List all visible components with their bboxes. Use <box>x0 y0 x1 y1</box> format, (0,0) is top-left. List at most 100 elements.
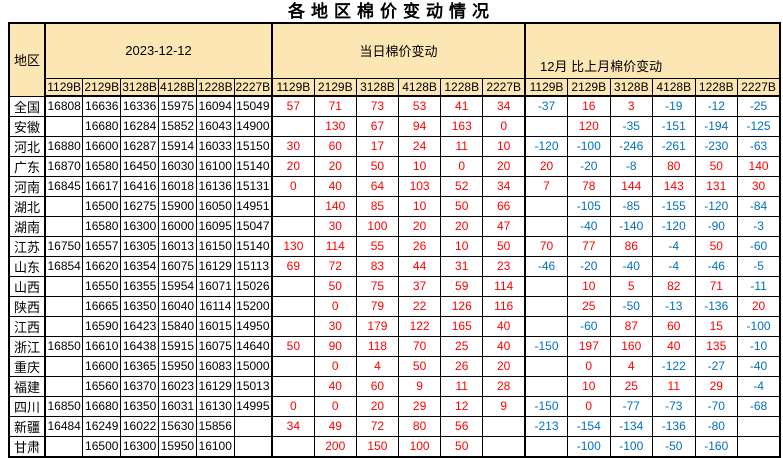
price-cell <box>44 115 84 137</box>
price-cell: 15131 <box>233 175 274 197</box>
price-cell: 15975 <box>157 95 197 117</box>
price-cell: 16350 <box>120 395 159 417</box>
price-cell <box>233 415 274 437</box>
price-cell: 16150 <box>195 235 235 257</box>
monthly-change-cell: 71 <box>694 275 739 297</box>
monthly-change-cell <box>524 115 569 137</box>
monthly-change-cell: 50 <box>694 155 739 177</box>
monthly-change-cell: 78 <box>567 175 611 197</box>
daily-change-cell: 10 <box>482 135 527 157</box>
monthly-change-cell: -5 <box>737 255 781 277</box>
price-cell <box>44 215 84 237</box>
daily-change-cell <box>482 415 527 437</box>
daily-change-cell: 25 <box>440 335 484 357</box>
price-cell: 15852 <box>157 115 197 137</box>
monthly-change-cell: 5 <box>609 275 654 297</box>
region-label: 河南 <box>8 175 46 197</box>
daily-change-cell: 28 <box>482 375 527 397</box>
table-row: 河南 16845 16617 16416 16018 16136 15131 0 40 64 103… <box>8 175 781 197</box>
daily-change-cell: 56 <box>440 415 484 437</box>
daily-change-cell: 20 <box>271 155 315 177</box>
monthly-change-cell: -25 <box>737 95 781 117</box>
price-cell: 16370 <box>120 375 159 397</box>
monthly-change-cell <box>524 435 569 457</box>
daily-change-cell: 0 <box>313 295 357 317</box>
daily-change-cell: 72 <box>355 415 400 437</box>
daily-change-cell: 50 <box>482 235 527 257</box>
daily-change-cell: 0 <box>440 155 484 177</box>
daily-change-cell: 53 <box>397 95 442 117</box>
monthly-change-cell: -160 <box>694 435 739 457</box>
price-cell: 14900 <box>233 115 274 137</box>
monthly-change-cell: 10 <box>567 275 611 297</box>
price-cell: 16075 <box>157 255 197 277</box>
monthly-change-cell: -73 <box>652 395 696 417</box>
price-cell: 15047 <box>233 215 274 237</box>
daily-change-cell: 75 <box>355 275 400 297</box>
monthly-change-cell: 77 <box>567 235 611 257</box>
monthly-change-cell: 144 <box>609 175 654 197</box>
daily-change-cell: 72 <box>313 255 357 277</box>
monthly-change-cell: 11 <box>652 375 696 397</box>
daily-change-cell: 30 <box>313 315 357 337</box>
monthly-change-cell: -35 <box>609 115 654 137</box>
price-cell: 16130 <box>195 395 235 417</box>
price-cell: 14951 <box>233 195 274 217</box>
monthly-change-cell: -100 <box>567 435 611 457</box>
daily-change-cell: 44 <box>397 255 442 277</box>
table-row: 四川 16850 16680 16350 16031 16130 14995 0 0 20 29 12… <box>8 395 781 417</box>
grade-code-header: 3128B <box>355 77 400 97</box>
monthly-change-cell: -27 <box>694 355 739 377</box>
monthly-change-cell: -12 <box>694 95 739 117</box>
price-cell <box>233 435 274 457</box>
price-cell: 16620 <box>82 255 122 277</box>
daily-change-cell: 94 <box>397 115 442 137</box>
monthly-change-cell <box>524 195 569 217</box>
table-row: 湖南 16580 16300 16000 16095 15047 30 100 20 20 47 -4… <box>8 215 781 237</box>
daily-change-cell: 200 <box>313 435 357 457</box>
grade-code-header: 2227B <box>737 77 781 97</box>
monthly-change-cell: -230 <box>694 135 739 157</box>
monthly-change-cell: -120 <box>652 215 696 237</box>
monthly-change-cell: 3 <box>609 95 654 117</box>
daily-change-cell: 0 <box>271 175 315 197</box>
region-label: 甘肃 <box>8 435 46 457</box>
region-label: 湖南 <box>8 215 46 237</box>
grade-code-header: 2227B <box>233 77 274 97</box>
daily-change-cell: 9 <box>397 375 442 397</box>
grade-code-header: 1228B <box>694 77 739 97</box>
monthly-change-cell: -4 <box>737 375 781 397</box>
daily-change-cell <box>271 275 315 297</box>
price-cell: 15026 <box>233 275 274 297</box>
daily-change-cell: 41 <box>440 95 484 117</box>
monthly-change-cell: -120 <box>694 195 739 217</box>
monthly-change-cell <box>524 275 569 297</box>
monthly-change-cell: -136 <box>652 415 696 437</box>
monthly-change-cell: 10 <box>567 375 611 397</box>
monthly-change-cell: -150 <box>524 395 569 417</box>
monthly-change-cell: -3 <box>737 215 781 237</box>
monthly-change-cell: -120 <box>524 135 569 157</box>
monthly-change-cell: 16 <box>567 95 611 117</box>
price-cell: 16033 <box>195 135 235 157</box>
price-cell: 16845 <box>44 175 84 197</box>
price-cell: 16484 <box>44 415 84 437</box>
price-cell: 16015 <box>195 315 235 337</box>
daily-change-cell: 22 <box>397 295 442 317</box>
daily-change-cell: 73 <box>355 95 400 117</box>
table-row: 全国 16808 16636 16336 15975 16094 15049 57 71 73 53… <box>8 95 781 117</box>
price-cell: 15150 <box>233 135 274 157</box>
table-header: 地区 2023-12-12 当日棉价变动 12月 比上月棉价变动 1129B 21… <box>8 22 781 97</box>
price-cell: 16050 <box>195 195 235 217</box>
price-cell: 16636 <box>82 95 122 117</box>
price-cell: 16365 <box>120 355 159 377</box>
price-cell: 16617 <box>82 175 122 197</box>
price-cell: 15630 <box>157 415 197 437</box>
monthly-change-cell: -60 <box>567 315 611 337</box>
region-label: 山西 <box>8 275 46 297</box>
monthly-change-cell: 80 <box>652 155 696 177</box>
price-cell: 16438 <box>120 335 159 357</box>
daily-change-cell: 4 <box>355 355 400 377</box>
region-label: 陕西 <box>8 295 46 317</box>
daily-change-cell: 24 <box>397 135 442 157</box>
